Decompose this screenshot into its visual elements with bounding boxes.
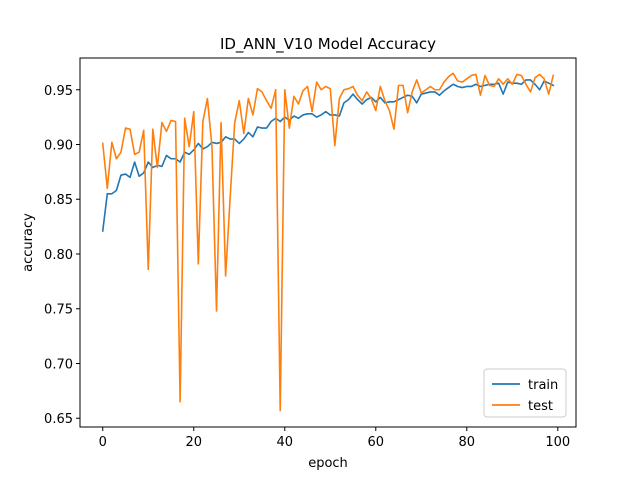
axes-frame xyxy=(79,57,577,428)
y-tick-label: 0.75 xyxy=(44,303,73,318)
x-axis: 0 20 40 60 80 100 xyxy=(99,427,570,450)
legend-box xyxy=(483,368,567,418)
y-axis-label: accuracy xyxy=(21,213,36,272)
legend: train test xyxy=(483,368,567,418)
x-tick-label: 0 xyxy=(99,435,107,450)
y-tick-label: 0.95 xyxy=(44,84,73,99)
legend-label-test: test xyxy=(528,399,553,414)
x-tick-label: 20 xyxy=(185,435,202,450)
chart-title: ID_ANN_V10 Model Accuracy xyxy=(220,35,436,54)
x-tick-label: 80 xyxy=(459,435,476,450)
x-tick-label: 60 xyxy=(368,435,385,450)
x-tick-label: 40 xyxy=(276,435,293,450)
y-tick-label: 0.70 xyxy=(44,357,73,372)
series-layer xyxy=(101,72,555,412)
x-tick-label: 100 xyxy=(545,435,570,450)
y-tick-label: 0.65 xyxy=(44,412,73,427)
y-tick-label: 0.90 xyxy=(44,139,73,154)
y-tick-label: 0.85 xyxy=(44,193,73,208)
y-tick-label: 0.80 xyxy=(44,248,73,263)
y-axis: 0.65 0.70 0.75 0.80 0.85 0.90 0.95 xyxy=(44,84,80,427)
x-axis-label: epoch xyxy=(308,456,348,471)
series-line-test xyxy=(101,72,555,412)
legend-label-train: train xyxy=(528,378,558,393)
